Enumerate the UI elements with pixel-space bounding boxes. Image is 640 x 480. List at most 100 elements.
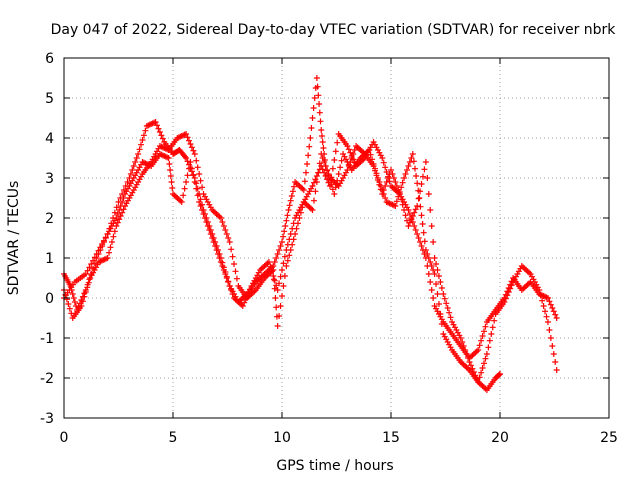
data-point-interp bbox=[114, 211, 121, 217]
data-point-interp bbox=[117, 203, 124, 209]
data-point-interp bbox=[325, 179, 332, 186]
data-point bbox=[239, 303, 246, 309]
data-point-interp bbox=[496, 371, 503, 378]
data-point-interp bbox=[491, 317, 498, 324]
data-point bbox=[553, 315, 560, 321]
data-point-interp bbox=[425, 271, 432, 277]
data-point-interp bbox=[133, 155, 140, 161]
data-point-interp bbox=[481, 328, 488, 335]
data-point bbox=[422, 255, 429, 261]
data-point-interp bbox=[392, 179, 399, 185]
x-tick-label: 15 bbox=[382, 430, 400, 446]
data-point-interp bbox=[99, 241, 106, 247]
data-point-interp bbox=[347, 149, 354, 156]
data-point bbox=[414, 231, 421, 237]
series-track-c bbox=[61, 143, 503, 393]
data-point-interp bbox=[411, 223, 418, 229]
x-tick-label: 25 bbox=[600, 430, 618, 446]
data-point bbox=[379, 191, 386, 197]
data-point bbox=[501, 295, 508, 301]
data-point-interp bbox=[154, 122, 161, 129]
data-point-interp bbox=[95, 247, 102, 254]
data-point-interp bbox=[281, 228, 288, 235]
data-point bbox=[152, 119, 159, 125]
data-point-interp bbox=[412, 227, 419, 233]
data-point-interp bbox=[167, 173, 174, 179]
data-point-interp bbox=[488, 331, 495, 337]
data-point-interp bbox=[304, 161, 311, 167]
data-point-interp bbox=[69, 291, 76, 297]
data-point-interp bbox=[140, 132, 147, 139]
data-point-interp bbox=[427, 259, 434, 265]
data-point-interp bbox=[460, 343, 467, 349]
data-point-interp bbox=[85, 279, 92, 286]
data-point bbox=[300, 187, 307, 193]
data-point-interp bbox=[194, 164, 201, 171]
data-point-interp bbox=[107, 244, 114, 251]
data-point-interp bbox=[419, 173, 426, 180]
data-point-interp bbox=[507, 281, 514, 288]
data-point-interp bbox=[286, 202, 293, 209]
data-point-interp bbox=[193, 157, 200, 164]
data-point-interp bbox=[142, 127, 149, 134]
data-point-interp bbox=[280, 283, 287, 289]
data-point-interp bbox=[276, 247, 283, 253]
data-point-interp bbox=[427, 207, 434, 213]
data-point-interp bbox=[315, 92, 322, 99]
data-point-interp bbox=[542, 308, 549, 315]
data-point-interp bbox=[63, 296, 70, 303]
data-point-interp bbox=[385, 175, 392, 181]
data-point-interp bbox=[332, 148, 339, 155]
data-point-interp bbox=[350, 151, 357, 157]
data-point bbox=[183, 155, 190, 161]
data-point-interp bbox=[390, 175, 397, 181]
y-tick-label: 4 bbox=[45, 131, 54, 147]
y-tick-label: -1 bbox=[40, 331, 54, 347]
data-point-interp bbox=[168, 179, 175, 185]
data-point-interp bbox=[277, 303, 284, 309]
data-point-interp bbox=[271, 276, 278, 283]
data-point-interp bbox=[166, 161, 173, 167]
data-point-interp bbox=[302, 169, 309, 176]
data-point-interp bbox=[81, 293, 88, 300]
data-point-interp bbox=[181, 153, 188, 160]
data-point-interp bbox=[377, 186, 384, 193]
data-point-interp bbox=[316, 160, 323, 167]
data-point bbox=[279, 239, 285, 245]
data-point-interp bbox=[476, 374, 483, 381]
data-point-interp bbox=[187, 141, 194, 147]
data-point-interp bbox=[410, 158, 417, 165]
data-point-interp bbox=[408, 155, 415, 161]
data-point-interp bbox=[319, 155, 326, 161]
data-point bbox=[285, 207, 292, 213]
data-point-interp bbox=[543, 313, 550, 320]
data-point-interp bbox=[547, 301, 554, 308]
data-point-interp bbox=[281, 273, 288, 279]
data-point-interp bbox=[199, 184, 206, 191]
data-point-interp bbox=[393, 183, 400, 189]
data-point-interp bbox=[345, 146, 352, 153]
data-point bbox=[392, 203, 399, 209]
y-tick-label: 6 bbox=[45, 51, 54, 67]
plot-frame bbox=[63, 57, 610, 419]
data-point-interp bbox=[306, 143, 313, 150]
data-point-interp bbox=[550, 308, 557, 315]
data-point-interp bbox=[215, 251, 222, 257]
data-point-interp bbox=[229, 291, 236, 297]
data-point-interp bbox=[434, 267, 441, 273]
data-point-interp bbox=[504, 288, 511, 295]
data-point bbox=[93, 251, 100, 257]
x-tick-label: 5 bbox=[169, 430, 178, 446]
data-point-interp bbox=[472, 372, 479, 379]
chart-title: Day 047 of 2022, Sidereal Day-to-day VTE… bbox=[51, 22, 617, 38]
data-point-interp bbox=[547, 335, 554, 341]
data-point-interp bbox=[279, 267, 285, 273]
data-point bbox=[544, 319, 551, 325]
data-point-interp bbox=[467, 362, 474, 369]
data-point-interp bbox=[272, 295, 279, 301]
data-point-interp bbox=[232, 268, 239, 275]
data-point-interp bbox=[116, 216, 123, 223]
data-point bbox=[307, 135, 314, 141]
x-tick-label: 20 bbox=[491, 430, 509, 446]
data-point-interp bbox=[313, 173, 320, 179]
